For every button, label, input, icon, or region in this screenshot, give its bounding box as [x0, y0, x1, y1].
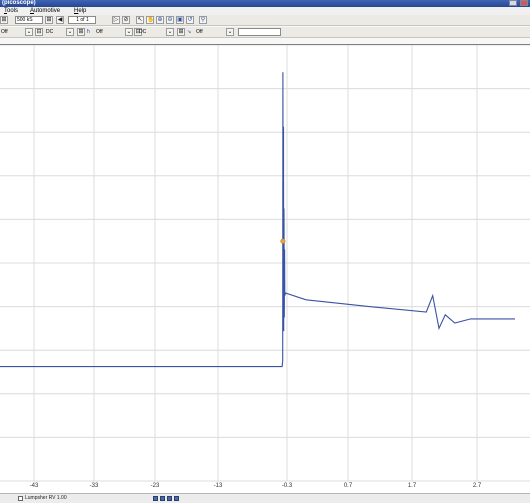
- x-tick-label: 2.7: [473, 483, 482, 489]
- hand-icon[interactable]: ✋: [146, 16, 154, 24]
- channel-a-range[interactable]: Off: [1, 29, 8, 35]
- timebase-spin-icon[interactable]: ⊞: [0, 16, 8, 24]
- zoom-in-icon[interactable]: ⊕: [156, 16, 164, 24]
- x-tick-label: -13: [214, 483, 223, 489]
- status-text: Lumpsher RV 1.00: [25, 495, 67, 501]
- x-tick-label: -0.3: [282, 483, 293, 489]
- menu-help[interactable]: Help: [74, 8, 87, 14]
- main-toolbar: ⊞ 500 kS ⊞ ◀ 1 of 1 ▷ ⊘ ↖ ✋ ⊕ ⊖ ▣ ↺ ⚲: [0, 15, 530, 26]
- channel-b-coupling-spin-icon[interactable]: ⊟: [134, 28, 142, 36]
- channel-b-coupling[interactable]: DC: [139, 29, 147, 35]
- trigger-value-field[interactable]: [238, 28, 281, 36]
- zoom-out-icon[interactable]: ⊖: [166, 16, 174, 24]
- x-tick-label: 1.7: [408, 483, 417, 489]
- status-icon-1[interactable]: [153, 496, 158, 501]
- status-checkbox[interactable]: [18, 496, 23, 501]
- menu-automotive[interactable]: Automotive: [30, 8, 61, 14]
- window-title: (picoscope): [2, 0, 36, 6]
- x-axis-ticks: -43 -33 -23 -13 -0.3 0.7 1.7 2.7: [30, 483, 482, 489]
- channel-a-coupling-spin-icon[interactable]: ⊟: [35, 28, 43, 36]
- scope-view[interactable]: -43 -33 -23 -13 -0.3 0.7 1.7 2.7: [0, 44, 530, 493]
- grid: [0, 45, 530, 482]
- minimize-button[interactable]: [509, 0, 517, 6]
- zoom-area-icon[interactable]: ▣: [176, 16, 184, 24]
- zoom-icon[interactable]: ⚲: [199, 16, 207, 24]
- channel-a-coupling[interactable]: DC: [46, 29, 54, 35]
- channel-b-icon[interactable]: ⊞: [77, 28, 85, 36]
- channel-b-range-dropdown-icon[interactable]: ⌄: [125, 28, 133, 36]
- trigger-mode-dropdown-icon[interactable]: ⌄: [226, 28, 234, 36]
- x-tick-label: -33: [90, 483, 99, 489]
- status-icon-3[interactable]: [167, 496, 172, 501]
- trigger-mode[interactable]: Off: [196, 29, 203, 35]
- status-bar: Lumpsher RV 1.00: [0, 493, 530, 503]
- channel-b-probe-icon: ħ: [87, 29, 90, 35]
- undo-icon[interactable]: ↺: [186, 16, 194, 24]
- channel-a-coupling-dropdown-icon[interactable]: ⌄: [66, 28, 74, 36]
- title-bar: (picoscope): [0, 0, 530, 7]
- waveform-trace: [0, 72, 515, 368]
- status-icon-2[interactable]: [160, 496, 165, 501]
- x-tick-label: 0.7: [344, 483, 353, 489]
- menu-bar: Tools Automotive Help: [0, 7, 530, 15]
- menu-tools[interactable]: Tools: [4, 8, 19, 14]
- trigger-edge-icon: ↘: [187, 29, 192, 35]
- samples-select[interactable]: 500 kS: [15, 16, 43, 24]
- x-tick-label: -23: [151, 483, 160, 489]
- scope-plot[interactable]: -43 -33 -23 -13 -0.3 0.7 1.7 2.7: [0, 45, 530, 493]
- pointer-icon[interactable]: ↖: [136, 16, 144, 24]
- trigger-marker[interactable]: [280, 238, 286, 244]
- channel-toolbar: Off ⌄ ⊟ DC ⌄ ⊞ ħ Off ⌄ ⊟ DC ⌄ ⊞ ↘ Off ⌄: [0, 27, 530, 38]
- stop-icon[interactable]: ⊘: [122, 16, 130, 24]
- next-page-icon[interactable]: ▷: [112, 16, 120, 24]
- samples-spin-icon[interactable]: ⊞: [45, 16, 53, 24]
- channel-a-range-dropdown-icon[interactable]: ⌄: [25, 28, 33, 36]
- first-page-icon[interactable]: ◀: [56, 16, 64, 24]
- channel-b-coupling-dropdown-icon[interactable]: ⌄: [166, 28, 174, 36]
- page-counter[interactable]: 1 of 1: [68, 16, 96, 24]
- status-icon-4[interactable]: [174, 496, 179, 501]
- close-button[interactable]: [520, 0, 528, 6]
- channel-b-range[interactable]: Off: [96, 29, 103, 35]
- trigger-icon[interactable]: ⊞: [177, 28, 185, 36]
- x-tick-label: -43: [30, 483, 39, 489]
